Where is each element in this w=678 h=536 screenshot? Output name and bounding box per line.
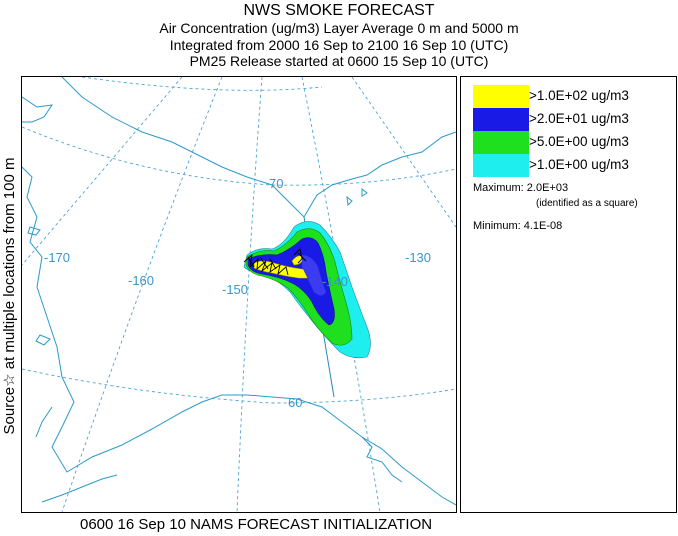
latitude-lines — [22, 77, 456, 404]
lon-label-160: -160 — [128, 273, 154, 288]
plume-blue-core — [302, 255, 326, 296]
lon-label-140: -140 — [322, 274, 348, 289]
source-cluster — [243, 253, 289, 276]
longitude-150-line — [236, 77, 263, 512]
map-svg: -170 -160 -150 -140 -130 70 60 — [22, 77, 456, 512]
legend-swatch-yellow — [473, 85, 529, 108]
legend-row-2: >2.0E+01 ug/m3 — [473, 108, 673, 131]
source-side-text: Source☆ at multiple locations from 100 m — [1, 157, 18, 435]
source-markers — [243, 248, 307, 276]
north-coast — [61, 77, 456, 218]
legend-label-2: >2.0E+01 ug/m3 — [529, 111, 629, 126]
legend-label-4: >1.0E+00 ug/m3 — [529, 157, 629, 172]
plume-blue — [247, 237, 335, 326]
st-lawrence-island — [27, 226, 41, 236]
title-block: NWS SMOKE FORECAST Air Concentration (ug… — [0, 0, 678, 70]
lat-label-70: 70 — [269, 176, 283, 191]
minimum-label: Minimum: 4.1E-08 — [473, 220, 563, 232]
lon-label-170: -170 — [44, 250, 70, 265]
lon-label-150: -150 — [222, 282, 248, 297]
longitude-130-line — [351, 77, 456, 228]
arctic-island-2 — [361, 187, 368, 197]
source-side-label: Source☆ at multiple locations from 100 m — [0, 76, 18, 516]
longitude-160-line — [61, 77, 223, 512]
legend-row-4: >1.0E+00 ug/m3 — [473, 154, 673, 177]
nunivak-island — [35, 334, 51, 346]
maximum-label: Maximum: 2.0E+03 — [473, 182, 569, 194]
coastline — [22, 77, 456, 506]
longitude-170-line — [22, 77, 183, 266]
siberia-coast — [22, 96, 54, 123]
legend-panel: >1.0E+02 ug/m3 >2.0E+01 ug/m3 >5.0E+00 u… — [460, 76, 677, 513]
latitude-80-line — [81, 77, 323, 91]
legend-label-3: >5.0E+00 ug/m3 — [529, 134, 629, 149]
legend-row-1: >1.0E+02 ug/m3 — [473, 85, 673, 108]
lon-label-130: -130 — [405, 250, 431, 265]
page-title: NWS SMOKE FORECAST — [243, 2, 435, 19]
legend-swatch-blue — [473, 108, 529, 131]
lat-label-60: 60 — [288, 395, 302, 410]
subtitle-concentration: Air Concentration (ug/m3) Layer Average … — [159, 20, 519, 36]
subtitle-integration: Integrated from 2000 16 Sep to 2100 16 S… — [169, 36, 509, 53]
latitude-60-line — [22, 368, 456, 404]
latitude-70-line — [22, 126, 456, 186]
legend-label-1: >1.0E+02 ug/m3 — [529, 88, 629, 103]
legend-swatch-cyan — [473, 154, 529, 177]
footer-initialization: 0600 16 Sep 10 NAMS FORECAST INITIALIZAT… — [80, 516, 433, 533]
gulf-islands — [361, 436, 403, 483]
smoke-plume — [243, 221, 371, 359]
map-panel[interactable]: -170 -160 -150 -140 -130 70 60 — [21, 76, 457, 513]
legend-swatch-green — [473, 131, 529, 154]
legend-row-3: >5.0E+00 ug/m3 — [473, 131, 673, 154]
arctic-island-1 — [346, 195, 353, 207]
subtitle-release: PM25 Release started at 0600 15 Sep 10 (… — [189, 53, 489, 69]
source-cluster-east — [293, 248, 307, 264]
inner-coast-detail — [35, 406, 53, 438]
west-coast — [22, 166, 456, 506]
maximum-note: (identified as a square) — [536, 198, 638, 209]
aleutian-chain — [41, 474, 118, 503]
